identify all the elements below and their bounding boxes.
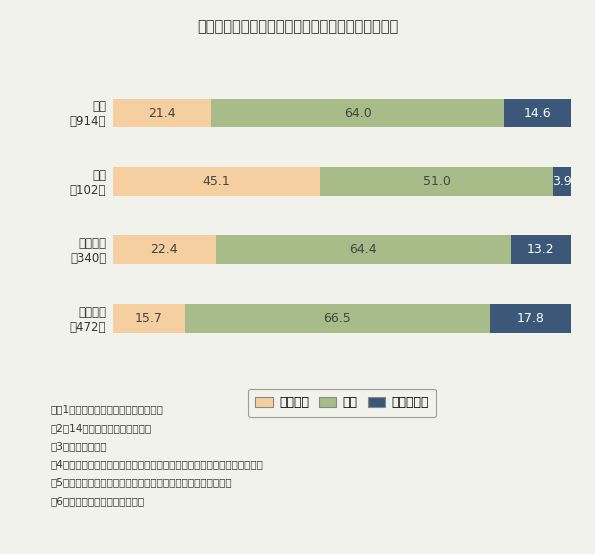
Bar: [211, 99, 505, 127]
Text: 14.6: 14.6: [524, 106, 552, 120]
Text: 64.4: 64.4: [349, 243, 377, 257]
Text: 3.9: 3.9: [552, 175, 572, 188]
Bar: [511, 235, 571, 264]
Text: （914）: （914）: [70, 115, 106, 129]
Bar: [113, 235, 215, 264]
Bar: [553, 167, 571, 196]
Text: 45.1: 45.1: [202, 175, 230, 188]
Text: 3　不詳を除く。: 3 不詳を除く。: [51, 441, 107, 451]
Text: 64.0: 64.0: [344, 106, 371, 120]
Text: （340）: （340）: [70, 252, 106, 265]
Text: 4　「軽傷」は全治１月未満を，「重傷」は全治１月以上の負傷を示す。: 4 「軽傷」は全治１月未満を，「重傷」は全治１月以上の負傷を示す。: [51, 459, 264, 469]
Bar: [113, 167, 320, 196]
Text: 22.4: 22.4: [151, 243, 178, 257]
Text: （102）: （102）: [70, 184, 106, 197]
Bar: [320, 167, 553, 196]
Text: 66.5: 66.5: [324, 312, 351, 325]
Text: ２・３人: ２・３人: [78, 237, 106, 250]
Text: 15.7: 15.7: [135, 312, 163, 325]
Text: 5　「４人以上」の共犯には，不特定多数による共犯を含む。: 5 「４人以上」の共犯には，不特定多数による共犯を含む。: [51, 478, 232, 488]
Text: 注　1　法務総合研究所の調査による。: 注 1 法務総合研究所の調査による。: [51, 404, 164, 414]
Bar: [215, 235, 511, 264]
Text: 総数: 総数: [92, 100, 106, 114]
Text: （472）: （472）: [70, 321, 106, 334]
Text: 51.0: 51.0: [422, 175, 450, 188]
Bar: [113, 99, 211, 127]
Text: 13.2: 13.2: [527, 243, 555, 257]
Legend: 負傷なし, 軽傷, 重傷・死亶: 負傷なし, 軽傷, 重傷・死亶: [248, 388, 437, 417]
Bar: [113, 304, 185, 332]
Text: 21.4: 21.4: [148, 106, 176, 120]
Text: 2　14年対象者の結果である。: 2 14年対象者の結果である。: [51, 423, 152, 433]
Text: 「第１１図」　共犯者数別にみた被害者の負傷程度: 「第１１図」 共犯者数別にみた被害者の負傷程度: [197, 19, 398, 34]
Text: 17.8: 17.8: [516, 312, 544, 325]
Bar: [185, 304, 490, 332]
Bar: [505, 99, 571, 127]
Bar: [490, 304, 571, 332]
Text: ４人以上: ４人以上: [78, 306, 106, 319]
Text: 単独: 単独: [92, 169, 106, 182]
Text: 6　（　）内は，実数である。: 6 （ ）内は，実数である。: [51, 496, 145, 506]
